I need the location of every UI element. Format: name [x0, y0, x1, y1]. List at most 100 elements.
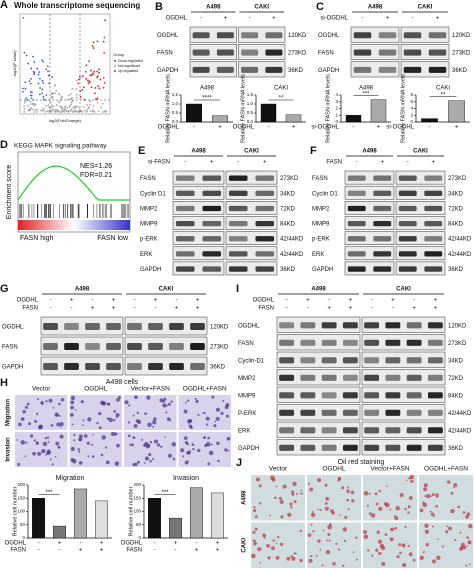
point	[67, 94, 70, 97]
band	[228, 220, 248, 227]
cell	[149, 440, 152, 444]
point	[92, 105, 95, 107]
protein-label: ERK	[312, 252, 324, 258]
cell	[82, 419, 85, 422]
cell	[272, 539, 275, 542]
point	[89, 100, 91, 102]
blot-frame	[344, 201, 395, 215]
band	[175, 190, 195, 196]
cell	[101, 435, 106, 440]
band	[202, 220, 222, 227]
band	[347, 251, 366, 257]
x-tick-label: +	[218, 125, 222, 131]
title: Oil red staining	[338, 459, 385, 466]
cell	[404, 508, 407, 511]
point	[59, 105, 62, 108]
band	[216, 32, 234, 39]
blot-frame	[40, 316, 124, 336]
cell	[310, 512, 316, 518]
point	[42, 60, 45, 63]
band	[64, 343, 79, 350]
cell	[59, 422, 64, 427]
kd-label: 36KD	[448, 267, 464, 273]
cell	[166, 417, 171, 421]
cell	[422, 502, 428, 508]
sign: +	[58, 541, 62, 547]
cell	[459, 531, 462, 534]
cell	[257, 547, 262, 552]
cell	[253, 542, 257, 546]
blot-frame	[172, 246, 225, 261]
cell	[151, 457, 154, 461]
legend-swatch	[114, 70, 116, 72]
cell	[355, 536, 358, 540]
cell	[172, 457, 176, 461]
cell	[347, 486, 350, 489]
cell	[78, 450, 81, 453]
band	[424, 266, 443, 272]
cell	[351, 499, 355, 503]
cell	[293, 500, 297, 504]
cell	[73, 433, 76, 437]
blot-frame	[400, 26, 450, 43]
cell	[143, 462, 146, 464]
point	[27, 109, 30, 112]
cell	[48, 398, 53, 403]
point	[71, 96, 73, 99]
cell	[374, 492, 378, 496]
point	[58, 100, 60, 103]
cell	[467, 523, 473, 529]
point	[78, 107, 81, 110]
kd-label: 120KD	[210, 325, 229, 331]
cell	[134, 462, 138, 467]
sign: +	[386, 16, 390, 22]
x-tick-label: -	[429, 125, 431, 131]
cell	[224, 448, 228, 452]
sign: +	[210, 160, 214, 166]
cell	[16, 439, 19, 441]
band	[190, 323, 205, 330]
point	[91, 108, 94, 111]
group-label: A498	[368, 5, 383, 11]
point	[96, 101, 99, 104]
cell	[20, 417, 25, 421]
band	[64, 363, 79, 370]
band	[406, 374, 422, 381]
cell	[205, 416, 210, 421]
cell	[375, 502, 379, 506]
cell	[455, 485, 458, 487]
band	[342, 409, 358, 416]
cell	[195, 399, 199, 404]
band	[216, 49, 234, 56]
micrograph	[307, 522, 361, 568]
sign: +	[391, 298, 395, 304]
cell	[435, 493, 439, 497]
band	[398, 251, 417, 257]
blot-frame	[276, 334, 361, 351]
protein-label: FASN	[2, 345, 18, 351]
sign: +	[79, 548, 83, 554]
cell	[78, 434, 83, 439]
cell	[429, 510, 432, 513]
band	[279, 374, 295, 381]
point	[46, 65, 49, 68]
treatment-label: OGDHL	[253, 298, 275, 304]
point	[97, 85, 100, 88]
bar	[168, 517, 182, 539]
cell	[36, 398, 39, 401]
band	[279, 357, 295, 364]
cell	[69, 412, 74, 417]
kd-label: 120KD	[452, 33, 471, 39]
sign: +	[327, 306, 331, 312]
cell	[220, 411, 224, 415]
band	[300, 444, 316, 451]
cell	[291, 492, 295, 496]
treatment-label: OGDHL	[17, 298, 39, 304]
cell	[132, 414, 135, 417]
cell	[17, 462, 21, 466]
sign: +	[196, 306, 200, 312]
band	[228, 175, 248, 181]
band	[353, 32, 372, 39]
band	[427, 322, 443, 329]
point	[37, 82, 40, 85]
